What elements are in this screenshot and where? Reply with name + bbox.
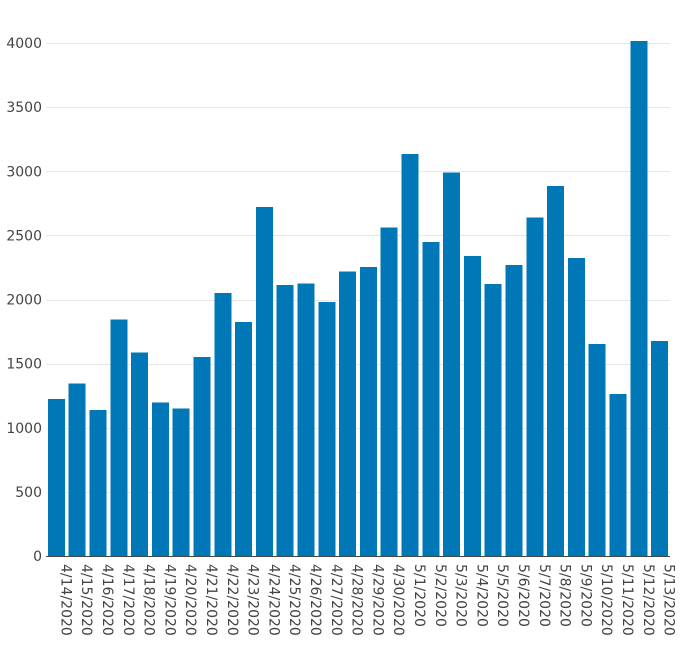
bar-5-13-2020[interactable] bbox=[651, 341, 669, 556]
y-tick-label: 3000 bbox=[6, 164, 42, 180]
x-tick-label: 4/27/2020 bbox=[328, 564, 344, 636]
y-tick-label: 500 bbox=[15, 485, 42, 501]
bar-4-28-2020[interactable] bbox=[339, 271, 357, 556]
x-tick-label: 4/30/2020 bbox=[390, 564, 406, 636]
bar-4-29-2020[interactable] bbox=[359, 266, 377, 556]
x-tick-label: 4/18/2020 bbox=[141, 564, 157, 636]
x-tick-label: 5/10/2020 bbox=[598, 564, 614, 636]
bar-4-22-2020[interactable] bbox=[214, 293, 232, 556]
bar-4-20-2020[interactable] bbox=[172, 408, 190, 556]
bar-4-18-2020[interactable] bbox=[131, 352, 149, 556]
x-tick-label: 5/12/2020 bbox=[640, 564, 656, 636]
x-tick-label: 4/16/2020 bbox=[99, 564, 115, 636]
x-tick-label: 4/20/2020 bbox=[182, 564, 198, 636]
bar-5-2-2020[interactable] bbox=[422, 241, 440, 557]
x-tick-label: 5/1/2020 bbox=[411, 564, 427, 627]
x-tick-label: 5/5/2020 bbox=[494, 564, 510, 627]
bar-5-12-2020[interactable] bbox=[630, 41, 648, 556]
x-tick-label: 5/9/2020 bbox=[577, 564, 593, 627]
x-tick-label: 4/29/2020 bbox=[369, 564, 385, 636]
bar-5-7-2020[interactable] bbox=[526, 217, 544, 557]
bar-5-11-2020[interactable] bbox=[609, 393, 627, 556]
x-tick-label: 5/6/2020 bbox=[515, 564, 531, 627]
gridlines bbox=[46, 43, 670, 493]
bars bbox=[47, 41, 669, 557]
x-tick-label: 4/25/2020 bbox=[286, 564, 302, 636]
y-tick-label: 2000 bbox=[6, 293, 42, 309]
bar-4-24-2020[interactable] bbox=[255, 207, 273, 556]
x-tick-label: 5/7/2020 bbox=[536, 564, 552, 627]
bar-4-19-2020[interactable] bbox=[151, 402, 169, 556]
x-tick-label: 4/23/2020 bbox=[245, 564, 261, 636]
bar-5-5-2020[interactable] bbox=[484, 284, 502, 556]
y-axis-tick-labels: 0 500 1000 1500 2000 2500 3000 3500 4000 bbox=[6, 36, 42, 565]
x-tick-label: 4/28/2020 bbox=[349, 564, 365, 636]
x-tick-label: 4/17/2020 bbox=[120, 564, 136, 636]
x-tick-label: 4/19/2020 bbox=[161, 564, 177, 636]
bar-5-3-2020[interactable] bbox=[443, 172, 461, 556]
bar-5-9-2020[interactable] bbox=[567, 257, 585, 556]
bar-4-27-2020[interactable] bbox=[318, 302, 336, 556]
x-tick-label: 5/3/2020 bbox=[453, 564, 469, 627]
x-tick-label: 4/22/2020 bbox=[224, 564, 240, 636]
x-axis-tick-labels: 4/14/2020 4/15/2020 4/16/2020 4/17/2020 4/18… bbox=[57, 564, 676, 636]
bar-4-23-2020[interactable] bbox=[235, 321, 253, 556]
y-tick-label: 1000 bbox=[6, 421, 42, 437]
bar-5-6-2020[interactable] bbox=[505, 264, 523, 556]
x-tick-label: 4/15/2020 bbox=[78, 564, 94, 636]
y-tick-label: 4000 bbox=[6, 36, 42, 52]
x-tick-label: 4/26/2020 bbox=[307, 564, 323, 636]
x-tick-label: 5/11/2020 bbox=[619, 564, 635, 636]
y-tick-label: 3500 bbox=[6, 100, 42, 116]
bar-4-25-2020[interactable] bbox=[276, 284, 294, 556]
x-tick-label: 4/24/2020 bbox=[265, 564, 281, 636]
bar-4-21-2020[interactable] bbox=[193, 357, 211, 556]
bar-5-1-2020[interactable] bbox=[401, 153, 419, 556]
bar-5-8-2020[interactable] bbox=[547, 186, 565, 556]
x-tick-label: 5/2/2020 bbox=[432, 564, 448, 627]
bar-4-14-2020[interactable] bbox=[47, 398, 65, 556]
x-tick-label: 5/4/2020 bbox=[473, 564, 489, 627]
x-tick-label: 5/13/2020 bbox=[661, 564, 677, 636]
y-tick-label: 2500 bbox=[6, 228, 42, 244]
x-tick-label: 4/14/2020 bbox=[57, 564, 73, 636]
y-tick-label: 1500 bbox=[6, 357, 42, 373]
bar-4-26-2020[interactable] bbox=[297, 283, 315, 556]
bar-4-30-2020[interactable] bbox=[380, 227, 398, 556]
bar-4-15-2020[interactable] bbox=[68, 383, 86, 557]
x-tick-label: 4/21/2020 bbox=[203, 564, 219, 636]
bar-4-17-2020[interactable] bbox=[110, 319, 128, 556]
bar-4-16-2020[interactable] bbox=[89, 409, 107, 556]
bar-5-4-2020[interactable] bbox=[463, 255, 481, 556]
y-tick-label: 0 bbox=[33, 549, 42, 565]
bar-5-10-2020[interactable] bbox=[588, 343, 606, 556]
x-tick-label: 5/8/2020 bbox=[557, 564, 573, 627]
